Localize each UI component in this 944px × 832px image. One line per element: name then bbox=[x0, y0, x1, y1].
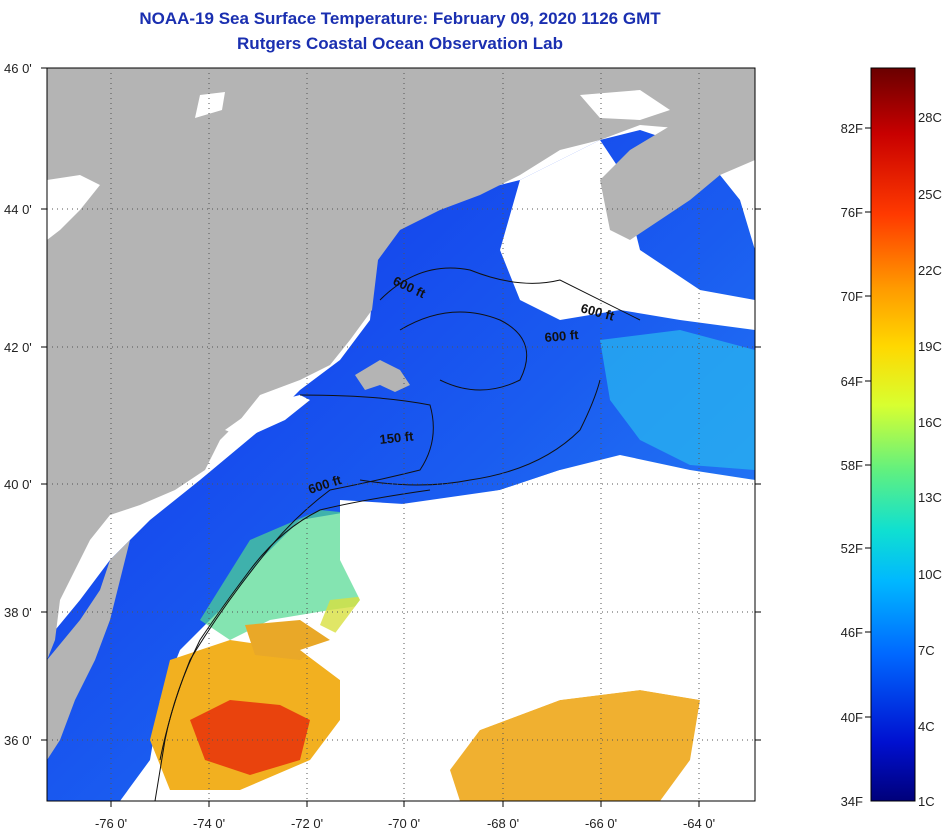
land-cape-cod bbox=[355, 360, 410, 392]
lat-label-44: 44 0' bbox=[4, 202, 32, 217]
colorbar-c-1: 1C bbox=[918, 794, 935, 809]
contour-label-4: 150 ft bbox=[379, 428, 415, 447]
lon-label-76: -76 0' bbox=[95, 816, 127, 831]
colorbar-f-40: 40F bbox=[841, 710, 863, 725]
colorbar-c-4: 4C bbox=[918, 719, 935, 734]
map-subtitle: Rutgers Coastal Ocean Observation Lab bbox=[237, 34, 563, 53]
lon-label-66: -66 0' bbox=[585, 816, 617, 831]
colorbar-f-70: 70F bbox=[841, 289, 863, 304]
lon-label-70: -70 0' bbox=[388, 816, 420, 831]
lat-label-42: 42 0' bbox=[4, 340, 32, 355]
colorbar-f-64: 64F bbox=[841, 374, 863, 389]
colorbar-gradient bbox=[870, 67, 916, 802]
colorbar-c-16: 16C bbox=[918, 415, 942, 430]
land-cloud-patch bbox=[47, 175, 100, 240]
ocean-light-region bbox=[600, 330, 755, 470]
graticule bbox=[47, 68, 755, 801]
contour-gulf-of-maine bbox=[379, 267, 641, 391]
lon-label-74: -74 0' bbox=[193, 816, 225, 831]
colorbar-c-25: 25C bbox=[918, 187, 942, 202]
lat-label-38: 38 0' bbox=[4, 605, 32, 620]
colorbar-c-22: 22C bbox=[918, 263, 942, 278]
colorbar-f-46: 46F bbox=[841, 625, 863, 640]
colorbar-f-76: 76F bbox=[841, 205, 863, 220]
lat-label-46: 46 0' bbox=[4, 61, 32, 76]
axis-ticks bbox=[41, 67, 761, 807]
colorbar-c-13: 13C bbox=[918, 490, 942, 505]
land-cloud-patch-2 bbox=[195, 92, 225, 118]
colorbar-c-28: 28C bbox=[918, 110, 942, 125]
warm-region-3 bbox=[450, 690, 700, 801]
colorbar-f-82: 82F bbox=[841, 121, 863, 136]
warm-region-hot bbox=[190, 700, 310, 775]
colorbar-c-7: 7C bbox=[918, 643, 935, 658]
colorbar-c-10: 10C bbox=[918, 567, 942, 582]
cloud-region bbox=[300, 470, 755, 801]
colorbar-f-58: 58F bbox=[841, 458, 863, 473]
colorbar-f-34: 34F bbox=[841, 794, 863, 809]
colorbar-f-52: 52F bbox=[841, 541, 863, 556]
map-title: NOAA-19 Sea Surface Temperature: Februar… bbox=[139, 9, 661, 28]
map-frame bbox=[46, 67, 756, 802]
contour-label-3: 600 ft bbox=[544, 327, 580, 345]
lat-label-40: 40 0' bbox=[4, 477, 32, 492]
land-mainland bbox=[47, 68, 755, 660]
lat-label-36: 36 0' bbox=[4, 733, 32, 748]
contour-600ft bbox=[154, 379, 601, 801]
lon-label-64: -64 0' bbox=[683, 816, 715, 831]
land-nova-scotia bbox=[600, 110, 755, 240]
contour-150ft bbox=[159, 394, 434, 761]
lon-label-68: -68 0' bbox=[487, 816, 519, 831]
land-cloud-patch-3 bbox=[580, 90, 670, 120]
land-delmarva bbox=[47, 540, 130, 760]
lon-label-72: -72 0' bbox=[291, 816, 323, 831]
colorbar-c-19: 19C bbox=[918, 339, 942, 354]
land-long-island bbox=[225, 395, 310, 438]
